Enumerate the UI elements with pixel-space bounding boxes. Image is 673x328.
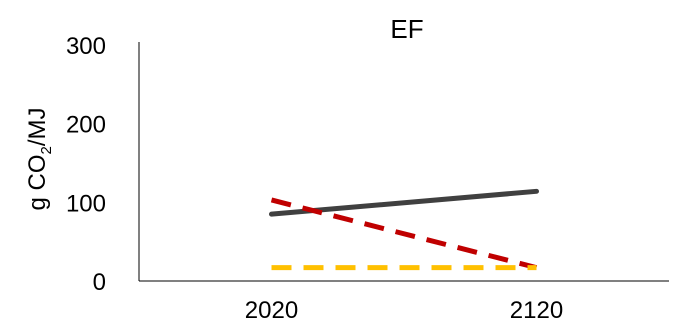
y-tick-label: 100: [66, 190, 106, 217]
y-tick-labels: 0 100 200 300: [66, 33, 106, 296]
y-axis-label-prefix: g CO: [24, 155, 51, 211]
y-axis-label-subscript: 2: [38, 146, 55, 154]
y-tick-label: 0: [93, 269, 106, 296]
x-tick-label: 2120: [510, 297, 563, 324]
x-tick-labels: 2020 2120: [245, 297, 563, 324]
x-tick-label: 2020: [245, 297, 298, 324]
y-tick-label: 300: [66, 33, 106, 60]
y-axis-label-suffix: /MJ: [24, 107, 51, 146]
series-lines: [269, 188, 539, 271]
series-line-2: [270, 197, 538, 271]
y-axis-label: g CO2/MJ: [24, 107, 55, 210]
chart-title: EF: [390, 14, 423, 44]
y-tick-label: 200: [66, 112, 106, 139]
